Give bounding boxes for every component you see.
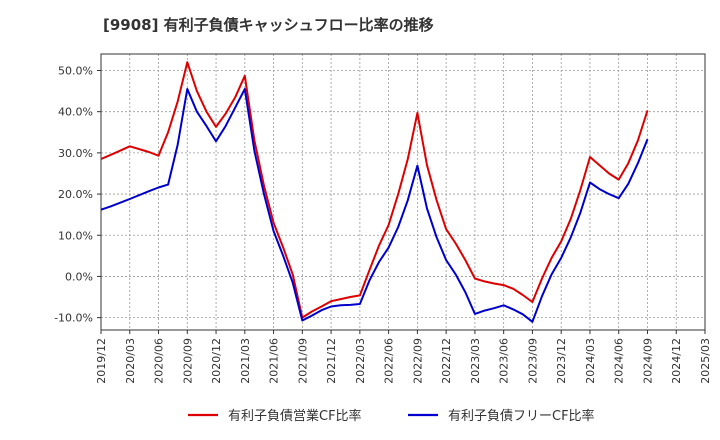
legend-label-1: 有利子負債営業CF比率 [228,408,362,424]
x-tick-label: 2020/06 [153,338,166,384]
x-tick-label: 2024/12 [670,338,683,384]
plot-area [101,54,705,330]
x-tick-label: 2022/09 [411,338,424,384]
y-tick-label: 0.0% [65,270,93,283]
x-tick-label: 2023/09 [526,338,539,384]
x-tick-label: 2023/12 [555,338,568,384]
x-tick-label: 2023/03 [469,338,482,384]
y-tick-label: 20.0% [58,188,93,201]
chart-title: [9908] 有利子負債キャッシュフロー比率の推移 [103,16,434,34]
x-tick-label: 2021/06 [268,338,281,384]
x-tick-label: 2021/03 [239,338,252,384]
x-tick-label: 2020/03 [124,338,137,384]
x-tick-label: 2024/06 [613,338,626,384]
series-line-1 [100,61,649,319]
plot-frame [100,53,706,331]
x-tick-label: 2025/03 [699,338,712,384]
y-tick-label: 10.0% [58,229,93,242]
y-tick-label: 40.0% [58,106,93,119]
x-tick-label: 2021/12 [325,338,338,384]
x-tick-label: 2022/03 [354,338,367,384]
x-tick-label: 2020/09 [181,338,194,384]
x-tick-label: 2021/09 [296,338,309,384]
x-tick-label: 2024/09 [641,338,654,384]
x-tick-label: 2023/06 [498,338,511,384]
x-tick-label: 2022/12 [440,338,453,384]
x-tick-label: 2020/12 [210,338,223,384]
x-tick-label: 2022/06 [383,338,396,384]
y-tick-label: 50.0% [58,64,93,77]
y-tick-label: -10.0% [54,312,93,325]
series-line-2 [100,88,649,323]
legend-label-2: 有利子負債フリーCF比率 [448,408,595,424]
x-tick-label: 2019/12 [95,338,108,384]
y-tick-label: 30.0% [58,147,93,160]
x-tick-label: 2024/03 [584,338,597,384]
